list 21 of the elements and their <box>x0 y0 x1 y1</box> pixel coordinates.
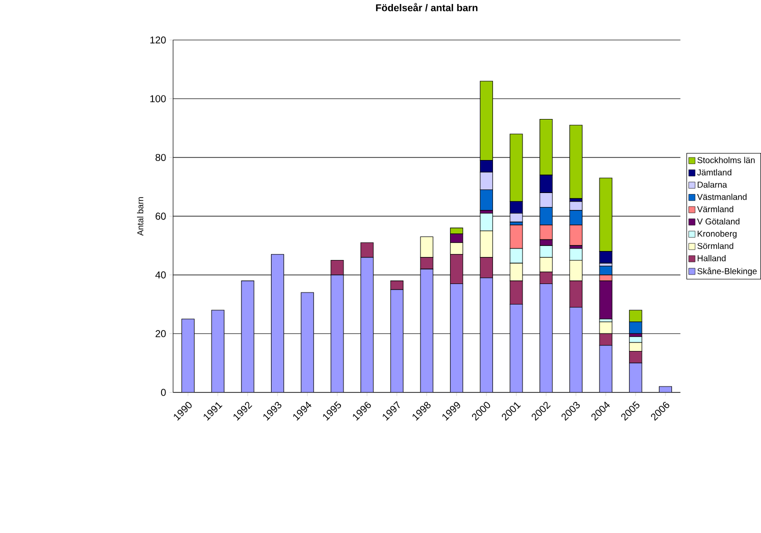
legend-label: V Götaland <box>697 218 740 224</box>
chart-title: Födelseår / antal barn <box>376 2 478 12</box>
bar <box>569 124 582 199</box>
legend-label: Värmland <box>697 206 734 212</box>
legend-label: Dalarna <box>698 181 728 188</box>
y-tick-label: 60 <box>156 212 166 220</box>
y-tick-label: 20 <box>156 330 166 337</box>
legend-label: Halland <box>698 254 726 262</box>
y-tick-label: 80 <box>156 154 166 161</box>
bar <box>658 386 672 392</box>
y-tick-label: 40 <box>155 271 166 278</box>
legend-label: Jämtland <box>697 168 732 176</box>
y-tick-label: 120 <box>150 36 166 44</box>
y-tick-label: 100 <box>150 95 166 102</box>
legend-label: Skåne-Blekinge <box>697 267 757 276</box>
y-tick-label: 0 <box>161 388 166 396</box>
legend-label: Västmanland <box>697 193 747 200</box>
legend-label: Stockholms län <box>697 156 755 163</box>
y-axis-title: Antal barn <box>137 197 144 236</box>
legend-label: Kronoberg <box>698 230 737 238</box>
legend-label: Sörmland <box>697 242 734 249</box>
